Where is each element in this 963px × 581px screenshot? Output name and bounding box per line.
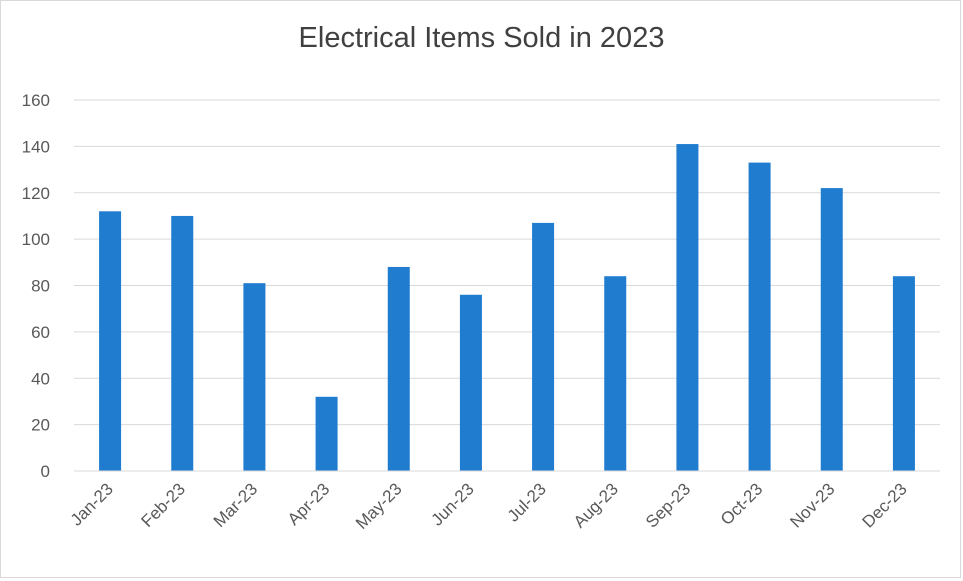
y-tick-label: 20 [31, 416, 50, 435]
x-tick-label: Aug-23 [570, 479, 622, 531]
bar-aug-23 [604, 276, 627, 471]
gridlines [74, 99, 940, 426]
y-tick-label: 120 [22, 184, 50, 203]
bar-feb-23 [171, 215, 194, 471]
x-tick-label: Feb-23 [138, 479, 190, 531]
bar-sep-23 [676, 144, 699, 471]
x-tick-label: Sep-23 [642, 479, 694, 531]
bar-oct-23 [748, 162, 771, 471]
bar-dec-23 [892, 276, 915, 471]
bars [99, 144, 915, 472]
bar-jun-23 [459, 294, 482, 471]
bar-jul-23 [532, 222, 555, 471]
bar-jan-23 [99, 211, 122, 472]
x-tick-label: Mar-23 [210, 479, 262, 531]
x-tick-label: Oct-23 [717, 479, 767, 529]
bar-mar-23 [243, 283, 266, 471]
y-tick-label: 60 [31, 323, 50, 342]
y-tick-label: 100 [22, 230, 50, 249]
x-tick-label: Dec-23 [859, 479, 911, 531]
x-tick-label: Jun-23 [428, 479, 478, 529]
x-tick-label: Apr-23 [284, 479, 334, 529]
x-tick-label: May-23 [352, 479, 406, 533]
x-axis-ticks: Jan-23 Feb-23 Mar-23 Apr-23 May-23 Jun-23 Jul-… [67, 479, 911, 533]
bar-apr-23 [315, 396, 338, 471]
bar-nov-23 [820, 188, 843, 472]
bar-may-23 [387, 266, 410, 471]
y-tick-label: 40 [31, 369, 50, 388]
y-tick-label: 0 [41, 462, 50, 481]
chart-title: Electrical Items Sold in 2023 [298, 22, 665, 54]
y-tick-label: 140 [22, 137, 50, 156]
y-axis-ticks: 0 20 40 60 80 100 120 140 160 [22, 91, 50, 481]
x-tick-label: Nov-23 [786, 479, 838, 531]
y-tick-label: 160 [22, 91, 50, 110]
y-tick-label: 80 [31, 277, 50, 296]
x-tick-label: Jan-23 [67, 479, 117, 529]
x-tick-label: Jul-23 [504, 479, 550, 525]
